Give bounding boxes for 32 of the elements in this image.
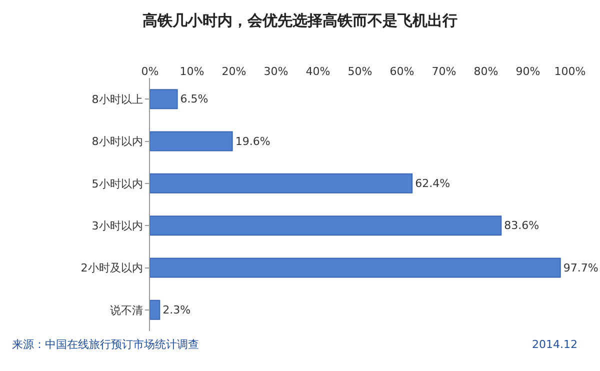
text: 2014.12	[532, 338, 578, 351]
y-tick-label: 3小时以内	[92, 219, 143, 232]
bar	[150, 173, 413, 194]
x-tick-label: 50%	[348, 64, 372, 78]
bar	[150, 131, 233, 152]
bar	[150, 216, 502, 236]
data-label: 6.5%	[180, 92, 208, 106]
bar	[150, 300, 160, 320]
x-tick-label: 70%	[432, 64, 456, 78]
x-tick-label: 100%	[554, 64, 586, 78]
chart-title: 高铁几小时内，会优先选择高铁而不是飞机出行	[142, 11, 458, 30]
data-label: 2.3%	[162, 303, 191, 316]
x-tick-label: 40%	[306, 64, 330, 78]
x-tick-label: 20%	[222, 64, 246, 78]
bar	[150, 89, 178, 110]
y-tick-label: 8小时以内	[92, 135, 143, 148]
x-tick-label: 60%	[390, 64, 414, 78]
x-tick-label: 10%	[180, 64, 204, 78]
data-label: 83.6%	[504, 219, 540, 232]
y-tick-label: 2小时及以内	[80, 262, 143, 275]
data-label: 97.7%	[563, 261, 598, 274]
bar	[150, 258, 561, 278]
x-tick-label: 0%	[141, 64, 159, 78]
y-tick-label: 5小时以内	[92, 177, 143, 190]
y-tick-label: 8小时以上	[92, 92, 143, 106]
y-tick-label: 说不清	[110, 304, 143, 317]
data-label: 19.6%	[235, 134, 270, 148]
data-label: 62.4%	[415, 176, 450, 190]
x-tick-label: 80%	[474, 64, 498, 78]
x-tick-label: 90%	[516, 64, 540, 78]
x-tick-label: 30%	[264, 64, 288, 78]
source-note: 来源：中国在线旅行预订市场统计调查	[12, 338, 199, 351]
